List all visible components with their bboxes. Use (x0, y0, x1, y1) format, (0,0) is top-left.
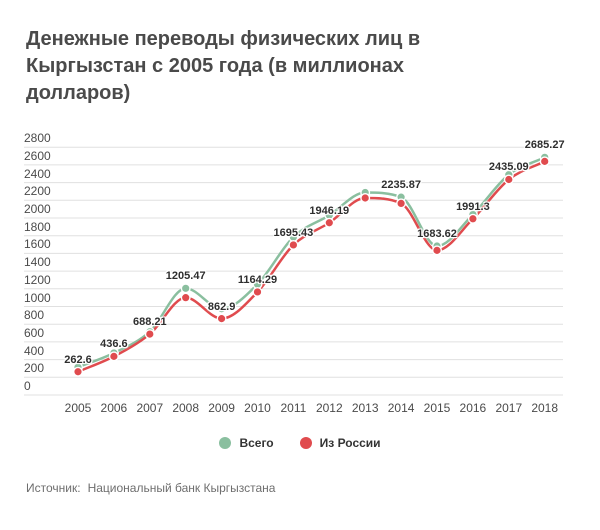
data-label: 1683.62 (417, 227, 457, 240)
x-axis-label: 2006 (100, 401, 128, 415)
russia-data-point (216, 313, 227, 324)
data-label: 1991.3 (456, 200, 490, 213)
legend-item-russia: Из России (299, 436, 381, 450)
y-axis-label: 600 (24, 325, 45, 340)
legend-label-russia: Из России (319, 436, 381, 450)
data-label: 2235.87 (381, 179, 421, 192)
data-label: 1695.43 (273, 226, 314, 239)
data-label: 2435.09 (488, 161, 529, 174)
y-axis-label: 2000 (24, 202, 51, 216)
x-axis-label: 2009 (208, 401, 235, 415)
russia-data-point (432, 245, 443, 256)
x-axis-label: 2007 (136, 401, 164, 415)
y-axis-label: 0 (24, 379, 31, 393)
x-axis-label: 2018 (531, 401, 559, 415)
page-title: Денежные переводы физических лиц в Кыргы… (26, 28, 421, 104)
legend-item-total: Всего (219, 436, 274, 450)
x-axis-label: 2010 (244, 401, 271, 415)
y-axis-label: 1000 (24, 290, 51, 305)
x-axis-label: 2005 (64, 401, 92, 415)
russia-data-point (467, 213, 478, 224)
y-axis-label: 2200 (24, 184, 51, 199)
x-axis-label: 2008 (172, 401, 200, 415)
russia-data-point (360, 192, 371, 203)
russia-data-point (108, 351, 119, 362)
russia-data-point (503, 174, 514, 185)
total-data-point (360, 187, 371, 198)
total-data-point (144, 326, 155, 337)
russia-data-point (72, 366, 83, 377)
total-line (77, 156, 546, 369)
y-axis-label: 1800 (24, 219, 51, 234)
x-axis-label: 2011 (280, 401, 307, 415)
x-axis-label: 2017 (495, 401, 523, 415)
russia-data-point (144, 329, 155, 340)
data-label: 1164.29 (237, 273, 278, 286)
data-label: 1205.47 (165, 270, 206, 283)
russia-line (77, 160, 546, 373)
x-axis-label: 2015 (423, 401, 451, 415)
source-label: Источник: (26, 481, 81, 495)
y-axis-label: 200 (24, 361, 45, 376)
y-axis-label: 2400 (24, 166, 51, 181)
legend-label-total: Всего (239, 436, 274, 450)
russia-data-point (539, 156, 550, 167)
data-label: 2685.27 (524, 139, 565, 152)
russia-data-point (180, 292, 191, 303)
data-label: 862.9 (207, 300, 236, 313)
russia-series-swatch-icon (299, 437, 312, 449)
total-data-point (180, 283, 191, 294)
data-label: 688.21 (132, 316, 167, 329)
x-axis-label: 2014 (387, 401, 415, 415)
total-data-point (432, 240, 443, 251)
y-axis-label: 400 (24, 343, 45, 358)
source-line: Источник: Национальный банк Кыргызстана (26, 481, 275, 495)
source-name: Национальный банк Кыргызстана (87, 481, 276, 495)
data-label: 1946.19 (309, 204, 350, 217)
total-data-point (539, 152, 550, 163)
data-label: 262.6 (64, 353, 92, 366)
total-series-swatch-icon (219, 437, 232, 449)
russia-data-point (324, 217, 335, 228)
russia-data-point (252, 286, 263, 297)
russia-data-point (288, 239, 299, 250)
y-axis-label: 2800 (24, 131, 51, 146)
y-axis-label: 1400 (24, 255, 51, 270)
data-label: 436.6 (100, 338, 128, 351)
y-axis-label: 2600 (24, 148, 51, 163)
x-axis-label: 2013 (351, 401, 379, 415)
chart-legend: Всего Из России (0, 436, 600, 450)
total-data-point (396, 192, 407, 203)
x-axis-label: 2016 (459, 401, 487, 415)
y-axis-label: 1600 (24, 237, 51, 252)
y-axis-label: 800 (24, 308, 45, 323)
y-axis-label: 1200 (24, 272, 51, 287)
x-axis-label: 2012 (315, 401, 343, 415)
russia-data-point (396, 198, 407, 209)
